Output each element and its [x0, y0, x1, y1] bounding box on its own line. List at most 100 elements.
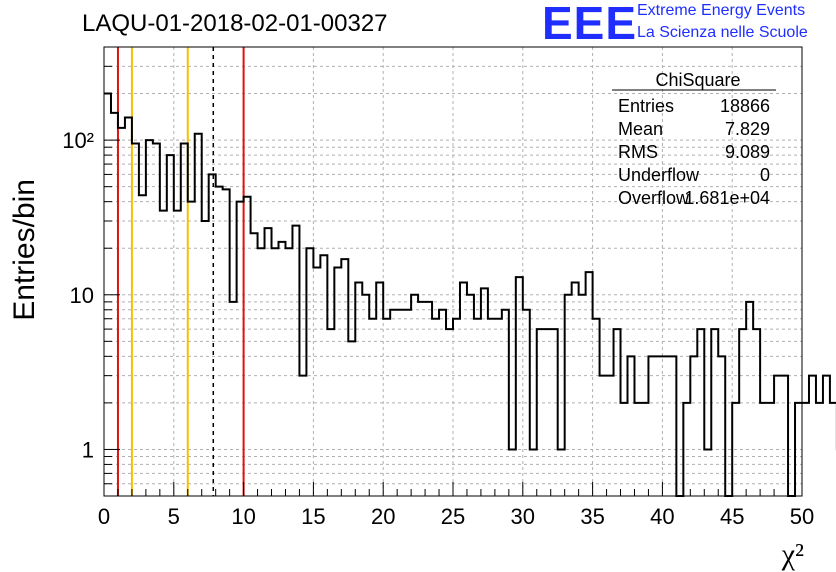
histogram-bin: [327, 329, 334, 496]
histogram-bin: [132, 144, 139, 496]
histogram-bin: [279, 242, 286, 496]
histogram-bin: [167, 155, 174, 496]
stats-box: ChiSquare Entries 18866 Mean 7.829 RMS 9.089 Un…: [612, 70, 776, 208]
histogram-bin: [341, 259, 348, 496]
reference-lines: [116, 47, 245, 496]
histogram-bin: [774, 376, 781, 496]
logo-mark: EEE: [542, 0, 638, 49]
histogram-bin: [718, 356, 725, 496]
histogram-bin: [453, 319, 460, 496]
stats-row-value: 1.681e+04: [684, 188, 770, 208]
histogram-bin: [746, 302, 753, 496]
histogram-bin: [634, 403, 641, 496]
histogram-bin: [655, 356, 662, 496]
histogram-bin: [641, 403, 648, 496]
histogram-bin: [823, 376, 830, 496]
x-tick-label: 20: [371, 504, 395, 529]
histogram-bin: [111, 113, 118, 496]
logo-line-1: Extreme Energy Events: [637, 2, 806, 19]
x-tick-label: 40: [650, 504, 674, 529]
histogram-bin: [732, 403, 739, 496]
histogram-bin: [251, 233, 258, 496]
histogram-bin: [474, 319, 481, 496]
histogram-bin: [272, 248, 279, 496]
histogram-bin: [425, 302, 432, 496]
histogram-bin: [139, 195, 146, 496]
histogram-bin: [753, 329, 760, 496]
histogram-bin: [313, 268, 320, 496]
histogram-bin: [767, 403, 774, 496]
histogram-bin: [669, 356, 676, 496]
histogram-bin: [509, 449, 516, 496]
histogram-bin: [481, 288, 488, 496]
histogram-bin: [614, 329, 621, 496]
histogram-bin: [230, 302, 237, 496]
histogram-bin: [439, 310, 446, 496]
histogram-bin: [572, 283, 579, 496]
histogram-bin: [362, 295, 369, 496]
histogram-bin: [600, 376, 607, 496]
x-tick-label: 15: [301, 504, 325, 529]
histogram-bin: [690, 356, 697, 496]
x-tick-label: 0: [98, 504, 110, 529]
histogram-bin: [802, 403, 809, 496]
histogram-bin: [404, 310, 411, 496]
histogram-bin: [816, 403, 823, 496]
histogram-bin: [809, 376, 816, 496]
stats-row-value: 18866: [720, 96, 770, 116]
logo-line-2: La Scienza nelle Scuole: [637, 24, 808, 41]
histogram-bin: [830, 403, 836, 496]
histogram-bin: [704, 449, 711, 496]
stats-row-value: 9.089: [725, 142, 770, 162]
histogram-bin: [781, 376, 788, 496]
stats-row-label: Overflow: [618, 188, 690, 208]
histogram-bin: [376, 283, 383, 496]
histogram-bin: [334, 268, 341, 496]
x-tick-label: 30: [511, 504, 535, 529]
stats-row-label: Entries: [618, 96, 674, 116]
histogram-bin: [739, 329, 746, 496]
histogram-bin: [544, 329, 551, 496]
histogram-bin: [153, 144, 160, 496]
histogram-bin: [223, 189, 230, 496]
histogram-bin: [125, 118, 132, 496]
histogram-bin: [502, 310, 509, 496]
histogram-bin: [565, 295, 572, 496]
histogram-bin: [683, 403, 690, 496]
histogram-bin: [495, 319, 502, 496]
histogram-bin: [306, 248, 313, 496]
histogram-bin: [418, 302, 425, 496]
histogram-bin: [607, 376, 614, 496]
x-tick-label: 5: [168, 504, 180, 529]
histogram-bin: [299, 376, 306, 496]
y-tick-label: 10²: [62, 128, 94, 153]
histogram-bin: [320, 255, 327, 496]
histogram-bin: [530, 449, 537, 496]
histogram-bin: [537, 329, 544, 496]
x-tick-label: 35: [580, 504, 604, 529]
histogram-bin: [516, 277, 523, 496]
histogram-bin: [195, 134, 202, 496]
histogram-bin: [467, 295, 474, 496]
histogram-bin: [202, 221, 209, 496]
histogram-bin: [593, 319, 600, 496]
histogram-bin: [551, 329, 558, 496]
histogram-bin: [174, 211, 181, 496]
histogram-bin: [383, 319, 390, 496]
x-tick-label: 10: [231, 504, 255, 529]
eee-logo: EEE Extreme Energy Events La Scienza nel…: [542, 0, 832, 49]
histogram-bin: [460, 283, 467, 496]
histogram-bin: [265, 228, 272, 496]
x-axis-label: χ²: [781, 538, 804, 571]
histogram-bin: [697, 329, 704, 496]
histogram-bin: [648, 356, 655, 496]
histogram-bin: [397, 310, 404, 496]
x-tick-label: 45: [720, 504, 744, 529]
histogram-bin: [188, 202, 195, 496]
histogram-bin: [160, 211, 167, 496]
histogram-bin: [523, 310, 530, 496]
histogram-bin: [795, 403, 802, 496]
axis-ticks: 0 5 10 15 20 25 30 35 40 45 50 1 10 10²: [62, 46, 814, 529]
stats-row-label: RMS: [618, 142, 658, 162]
